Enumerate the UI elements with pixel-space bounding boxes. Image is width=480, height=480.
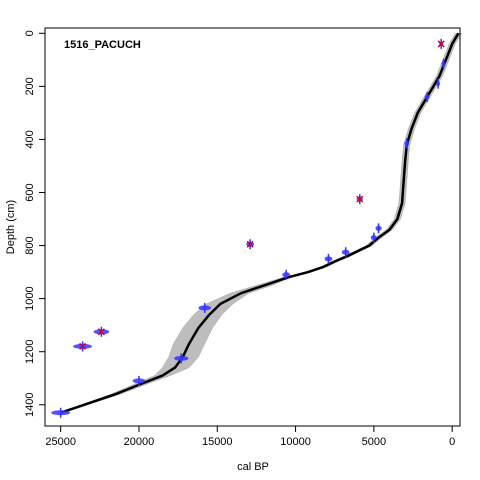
x-axis: 25000 20000 15000 10000 5000 0 <box>45 425 455 448</box>
y-tick-label-7: 1400 <box>24 393 36 417</box>
dated-samples <box>51 38 446 418</box>
outlier-date-5 <box>356 194 364 205</box>
y-axis-label: Depth (cm) <box>5 200 17 254</box>
plot-frame <box>44 27 461 427</box>
chart-title: 1516_PACUCH <box>64 39 141 51</box>
y-tick-label-6: 1200 <box>24 339 36 363</box>
date-sample-6 <box>375 223 382 234</box>
outlier-date-8 <box>246 239 255 250</box>
date-sample-1 <box>441 58 446 69</box>
date-sample-4 <box>404 138 410 149</box>
date-sample-11 <box>282 269 291 280</box>
outlier-date-14 <box>73 341 92 352</box>
y-tick-label-3: 600 <box>24 183 36 201</box>
date-sample-12 <box>198 302 212 313</box>
outlier-cross <box>79 342 87 350</box>
age-model-line-group <box>60 32 460 414</box>
x-tick-label-5: 0 <box>449 436 455 448</box>
y-tick-label-5: 1000 <box>24 286 36 310</box>
date-sample-10 <box>324 253 333 264</box>
y-tick-label-2: 400 <box>24 130 36 148</box>
x-tick-label-2: 15000 <box>202 436 233 448</box>
date-sample-2 <box>436 78 441 89</box>
age-model-line <box>60 32 460 414</box>
outlier-cross <box>356 195 364 203</box>
envelope-band <box>59 33 463 413</box>
outlier-cross <box>437 40 445 48</box>
outlier-date-0 <box>437 38 445 49</box>
x-tick-label-0: 25000 <box>45 436 76 448</box>
date-sample-7 <box>370 232 377 243</box>
x-axis-label: cal BP <box>237 461 269 473</box>
x-tick-label-3: 10000 <box>280 436 311 448</box>
y-tick-label-0: 0 <box>24 30 36 36</box>
date-sample-15 <box>174 353 189 364</box>
date-sample-17 <box>51 407 71 418</box>
y-tick-label-1: 200 <box>24 77 36 95</box>
x-tick-label-4: 5000 <box>362 436 386 448</box>
date-sample-3 <box>424 91 430 102</box>
date-sample-16 <box>132 375 146 386</box>
y-axis: 0 200 400 600 800 1000 1200 1400 <box>24 30 45 417</box>
date-sample-9 <box>341 247 350 258</box>
x-tick-label-1: 20000 <box>124 436 155 448</box>
outlier-date-13 <box>93 326 110 337</box>
y-tick-label-4: 800 <box>24 236 36 254</box>
uncertainty-envelope <box>59 33 463 413</box>
outlier-cross <box>97 328 105 336</box>
outlier-cross <box>246 240 254 248</box>
